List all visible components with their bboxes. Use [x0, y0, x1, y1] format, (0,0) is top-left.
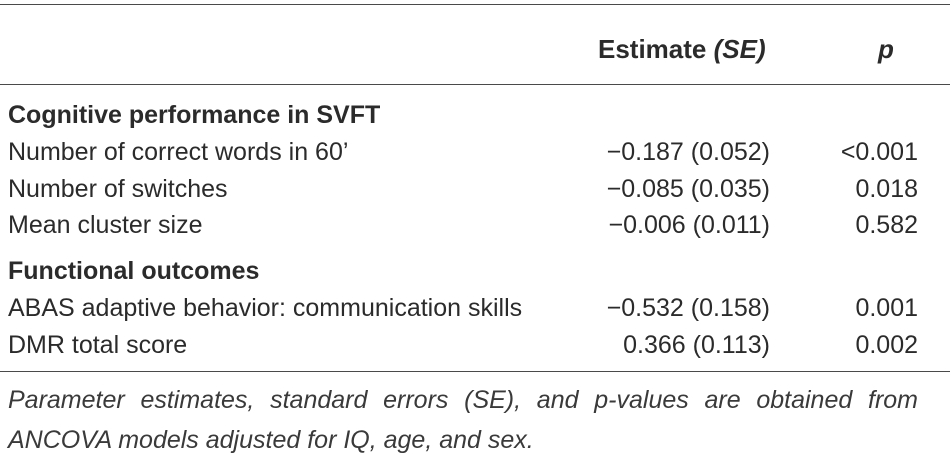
row-label: DMR total score: [8, 331, 188, 359]
table-top-rule: [0, 4, 950, 5]
row-estimate: 0.366 (0.113): [623, 331, 770, 359]
row-estimate: −0.187 (0.052): [606, 138, 770, 166]
row-estimate: −0.085 (0.035): [606, 175, 770, 203]
row-p-value: <0.001: [840, 138, 918, 166]
row-p-value: 0.018: [855, 175, 918, 203]
table-bottom-rule: [0, 371, 950, 372]
row-p-value: 0.582: [855, 211, 918, 239]
table-row: Mean cluster size −0.006 (0.011) 0.582: [8, 208, 918, 242]
row-estimate: −0.006 (0.011): [608, 211, 770, 239]
table-row: Number of switches −0.085 (0.035) 0.018: [8, 172, 918, 206]
row-estimate: −0.532 (0.158): [606, 294, 770, 322]
table-row: DMR total score 0.366 (0.113) 0.002: [8, 328, 918, 362]
table-row: ABAS adaptive behavior: communication sk…: [8, 291, 918, 325]
column-header-p: p: [878, 34, 894, 64]
row-label: Number of switches: [8, 175, 228, 203]
row-label: Number of correct words in 60’: [8, 138, 349, 166]
section-heading-functional: Functional outcomes: [8, 257, 260, 285]
table-row: Number of correct words in 60’ −0.187 (0…: [8, 135, 918, 169]
header-rule: [0, 84, 950, 85]
table-footnote: Parameter estimates, standard errors (SE…: [8, 386, 918, 454]
section-heading-cognitive: Cognitive performance in SVFT: [8, 101, 381, 129]
row-p-value: 0.002: [855, 331, 918, 359]
row-p-value: 0.001: [855, 294, 918, 322]
row-label: ABAS adaptive behavior: communication sk…: [8, 294, 523, 322]
row-label: Mean cluster size: [8, 211, 203, 239]
column-header-estimate: Estimate (SE): [598, 34, 766, 64]
